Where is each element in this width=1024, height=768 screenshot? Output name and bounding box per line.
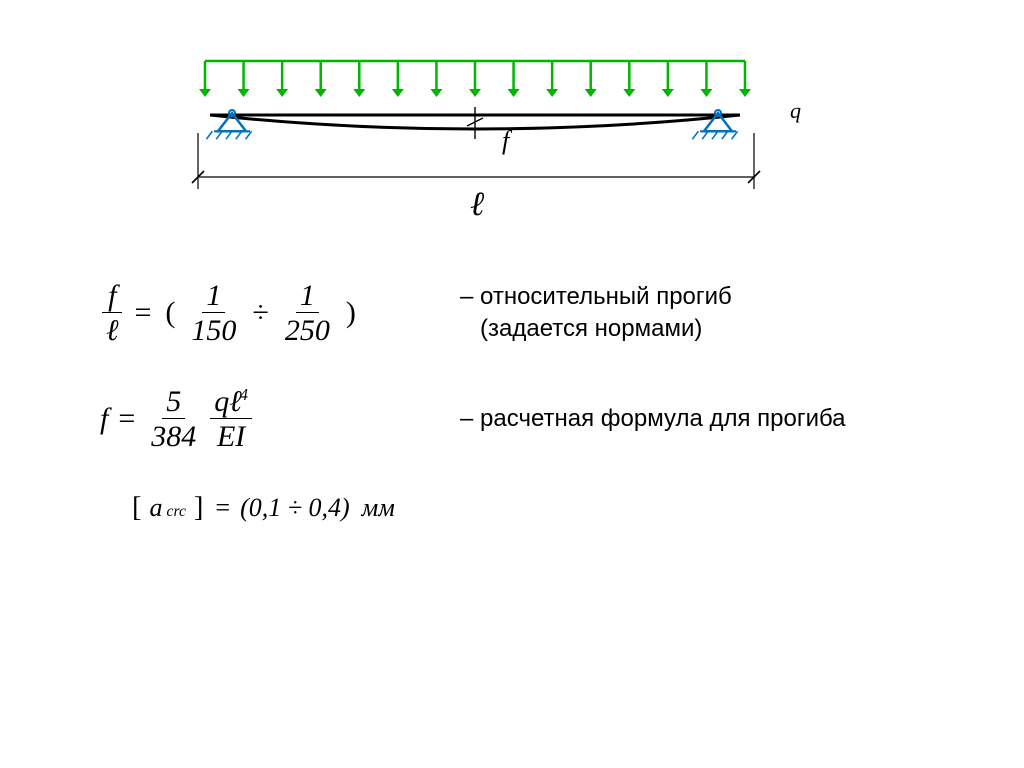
frac-1-250-den: 250 xyxy=(281,313,334,347)
frac-5-num: 5 xyxy=(162,386,185,419)
crack-width-formula: [acrc] = (0,1 ÷ 0,4) мм xyxy=(130,492,420,524)
frac-384-den: 384 xyxy=(147,419,200,453)
f-over-l-num: f xyxy=(102,280,122,313)
unit-mm: мм xyxy=(356,493,395,523)
ql4-num: qℓ4 xyxy=(210,386,252,419)
q-symbol: q xyxy=(214,385,229,418)
desc-line-2: (задается нормами) xyxy=(480,315,702,342)
equals-sign-3: = xyxy=(211,493,234,523)
frac-1-150-den: 150 xyxy=(187,313,240,347)
ei-den: EI xyxy=(213,419,249,453)
crc-subscript: crc xyxy=(167,503,186,521)
beam-svg: fℓ xyxy=(180,55,780,235)
formula-block: f ℓ = ( 1 150 ÷ 1 250 ) – относительный … xyxy=(100,280,920,564)
frac-1-150-num: 1 xyxy=(202,280,225,313)
relative-deflection-desc: – относительный прогиб (задается нормами… xyxy=(460,281,732,346)
f-symbol: f xyxy=(100,402,108,436)
equals-sign-2: = xyxy=(114,402,139,436)
distributed-load-label: q xyxy=(790,98,801,124)
desc-line-1: – относительный прогиб xyxy=(460,283,732,310)
crack-width-row: [acrc] = (0,1 ÷ 0,4) мм xyxy=(130,492,920,524)
close-paren: ) xyxy=(342,296,360,330)
divide-sign: ÷ xyxy=(248,296,272,330)
open-paren: ( xyxy=(161,296,179,330)
svg-text:ℓ: ℓ xyxy=(470,186,484,223)
equals-sign: = xyxy=(131,296,156,330)
beam-deflection-diagram: fℓ xyxy=(180,55,780,235)
left-bracket: [ xyxy=(130,492,144,524)
exp-4: 4 xyxy=(240,385,248,404)
relative-deflection-formula: f ℓ = ( 1 150 ÷ 1 250 ) xyxy=(100,280,390,346)
a-symbol: a xyxy=(150,493,163,523)
deflection-formula-desc: – расчетная формула для прогиба xyxy=(460,403,846,435)
relative-deflection-row: f ℓ = ( 1 150 ÷ 1 250 ) – относительный … xyxy=(100,280,920,346)
svg-text:f: f xyxy=(502,126,513,155)
crack-width-range: (0,1 ÷ 0,4) xyxy=(240,493,350,523)
right-bracket: ] xyxy=(192,492,206,524)
deflection-formula: f = 5 384 qℓ4 EI xyxy=(100,386,390,452)
frac-1-250-num: 1 xyxy=(296,280,319,313)
deflection-formula-row: f = 5 384 qℓ4 EI – расчетная формула для… xyxy=(100,386,920,452)
f-over-l-den: ℓ xyxy=(102,313,123,347)
